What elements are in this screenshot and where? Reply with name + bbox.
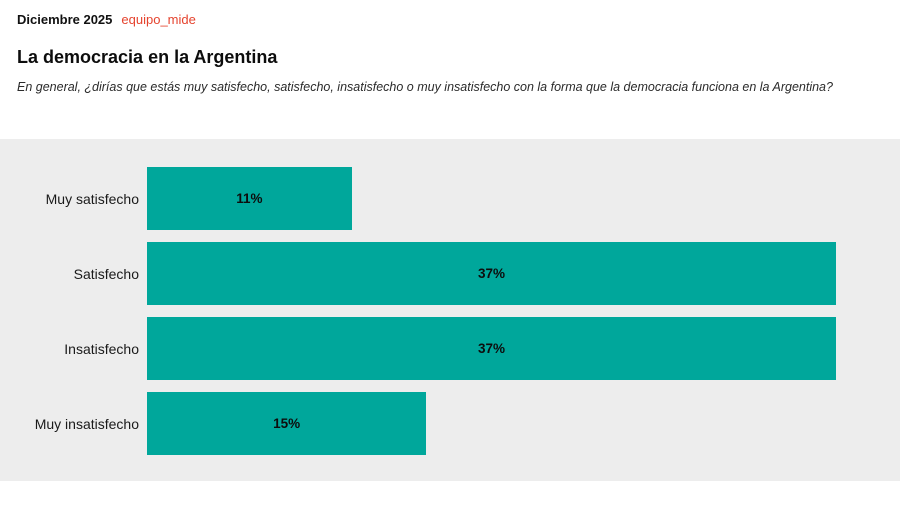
bar-value-label: 11%: [236, 191, 263, 206]
page-title: La democracia en la Argentina: [17, 47, 278, 67]
category-label: Satisfecho: [73, 265, 139, 282]
bar-fill: 37%: [147, 317, 836, 380]
survey-question: En general, ¿dirías que estás muy satisf…: [17, 80, 833, 94]
bar-row: Insatisfecho 37%: [0, 317, 836, 380]
bar-fill: 15%: [147, 392, 427, 455]
source-link[interactable]: equipo_mide: [121, 12, 196, 27]
category-label: Muy insatisfecho: [34, 415, 139, 432]
bar-value-label: 37%: [477, 341, 506, 356]
meta-row: Diciembre 2025 equipo_mide: [17, 12, 883, 28]
category-label: Insatisfecho: [64, 340, 139, 357]
bar-track: 37%: [147, 317, 836, 380]
bar-row: Muy insatisfecho 15%: [0, 392, 836, 455]
bar-value-label: 15%: [273, 416, 301, 431]
category-label: Muy satisfecho: [45, 190, 139, 207]
date-label: Diciembre 2025: [17, 12, 113, 27]
bar-track: 11%: [147, 167, 836, 230]
bar-value-label: 37%: [477, 266, 506, 281]
bar-chart: Muy satisfecho 11% Satisfecho 37% Insatisfec…: [0, 139, 900, 481]
bar-track: 37%: [147, 242, 836, 305]
bar-fill: 11%: [147, 167, 352, 230]
bar-row: Muy satisfecho 11%: [0, 167, 836, 230]
bar-row: Satisfecho 37%: [0, 242, 836, 305]
bar-track: 15%: [147, 392, 836, 455]
chart-header: Diciembre 2025 equipo_mide La democracia…: [0, 0, 900, 95]
bar-fill: 37%: [147, 242, 836, 305]
